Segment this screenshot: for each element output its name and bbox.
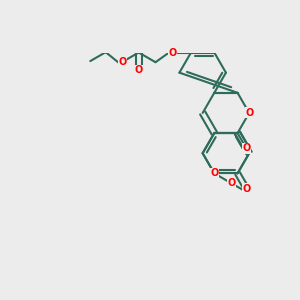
Text: O: O [168,47,176,58]
Text: O: O [242,184,250,194]
Text: O: O [242,143,250,154]
Text: O: O [245,108,253,118]
Text: O: O [118,57,127,67]
Text: O: O [135,65,143,75]
Text: O: O [210,168,218,178]
Text: O: O [227,178,236,188]
